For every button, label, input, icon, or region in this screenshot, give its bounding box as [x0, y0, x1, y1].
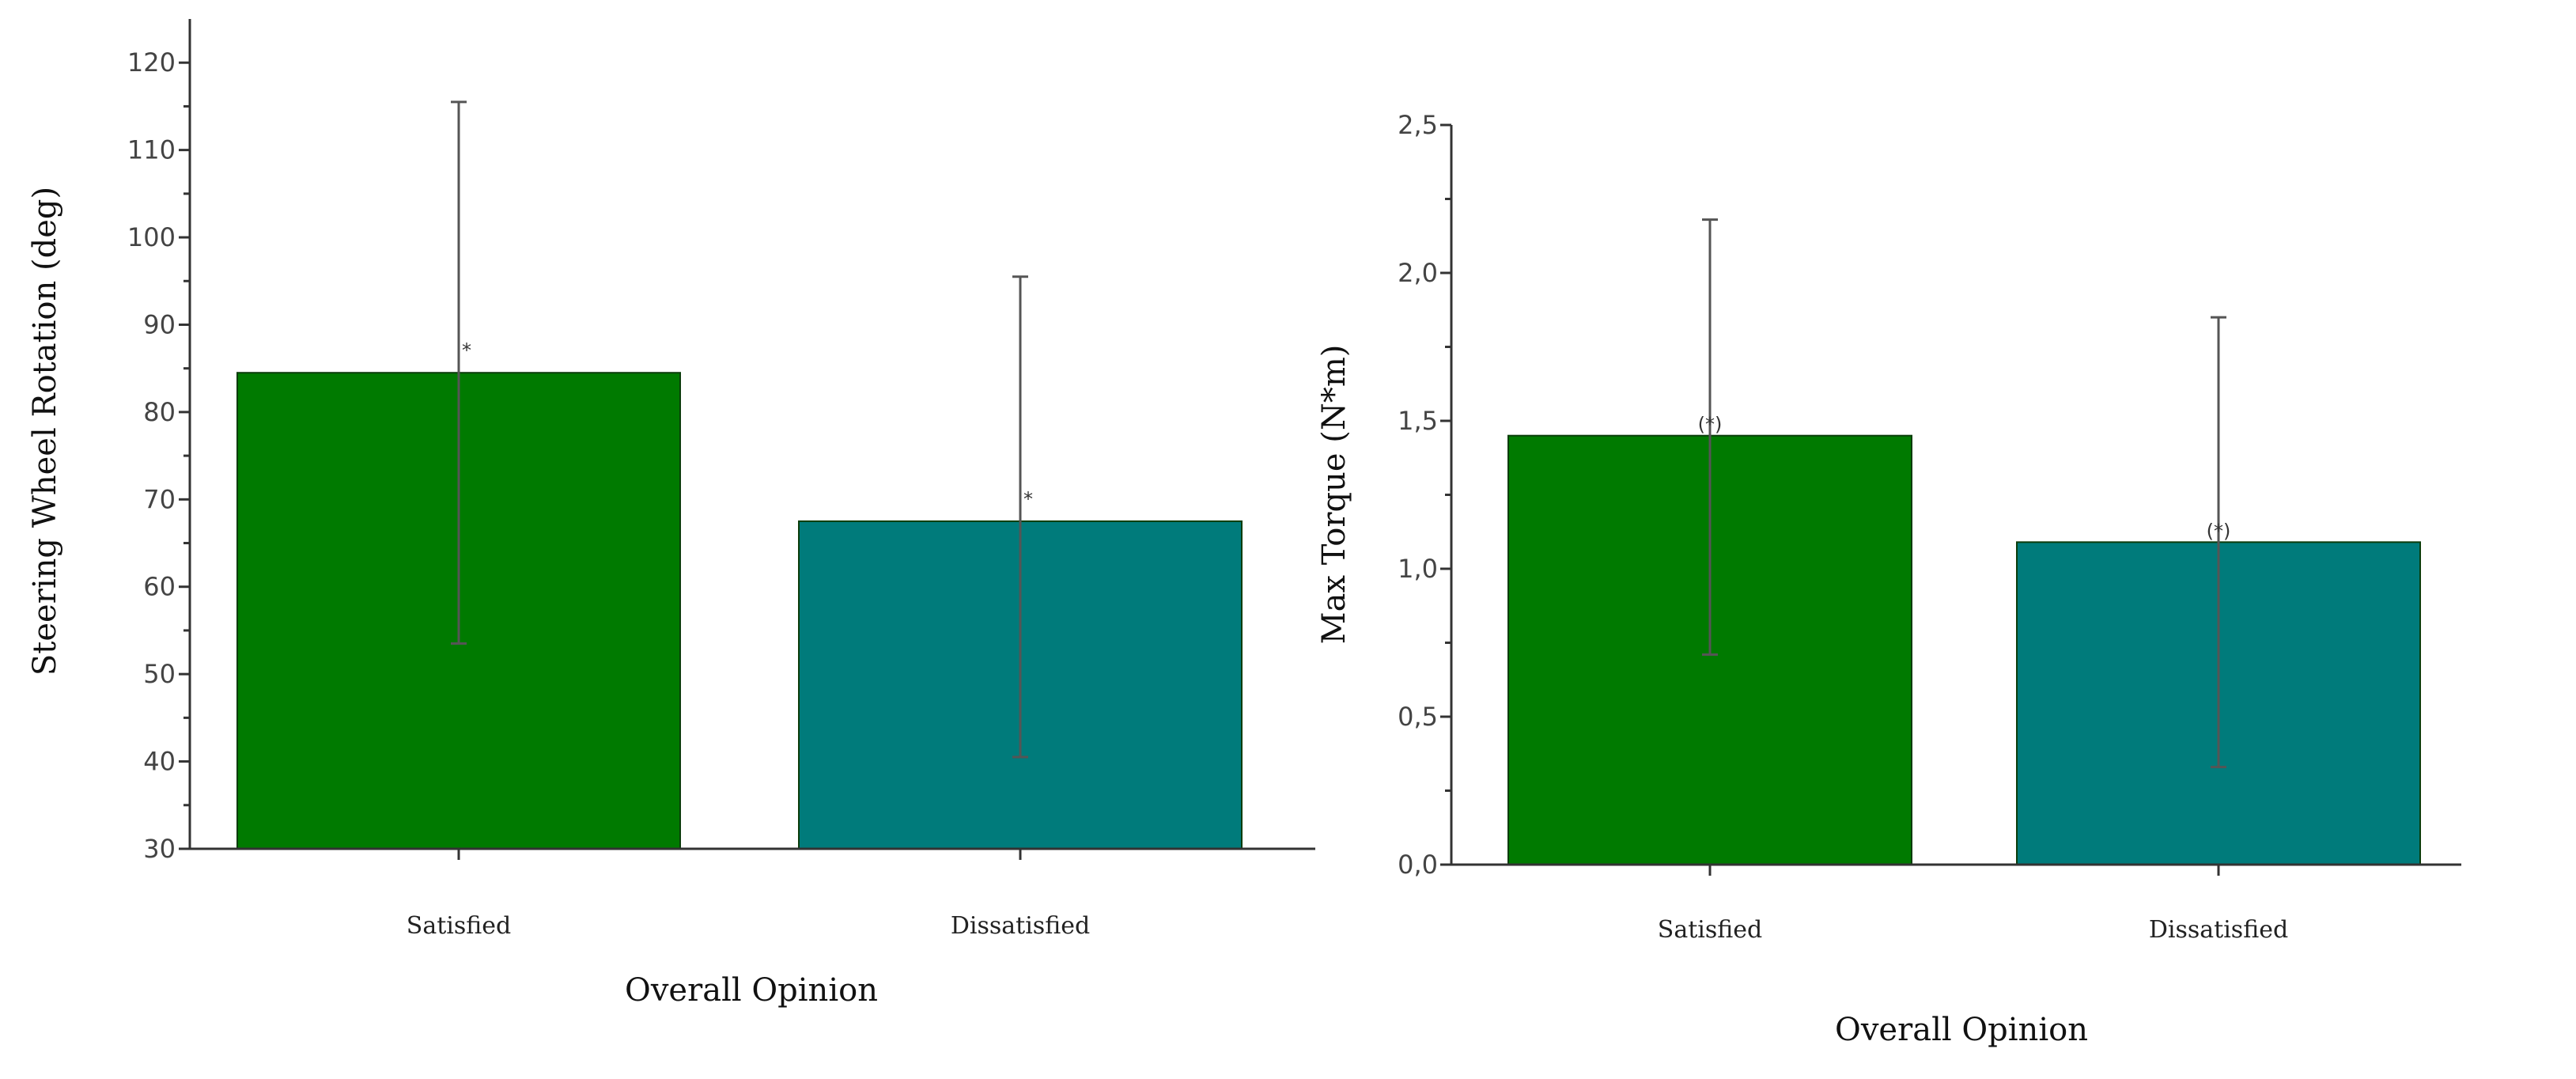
- x-axis-title: Overall Opinion: [1835, 1012, 2088, 1048]
- y-tick-label-30: 30: [143, 834, 176, 864]
- y-tick-labels-group: 0,0 0,5 1,0 1,5 2,0 2,5: [1398, 110, 1438, 880]
- y-tick-label-2-0: 2,0: [1398, 258, 1438, 288]
- y-ticks-group: [179, 61, 190, 850]
- x-ticks-group: [1708, 865, 2220, 876]
- y-ticks-group: [1440, 123, 1451, 866]
- y-tick-label-40: 40: [143, 747, 176, 777]
- x-tick-labels-group: Satisfied Dissatisfied: [1658, 916, 2288, 944]
- error-bars-group: [1702, 218, 2226, 769]
- y-tick-labels-group: 30 40 50 60 70 80 90 100 110 120: [127, 47, 176, 864]
- x-tick-label-satisfied: Satisfied: [407, 912, 511, 940]
- y-tick-label-0-0: 0,0: [1398, 850, 1438, 880]
- marker-labels-group: **: [462, 339, 1033, 510]
- x-tick-label-dissatisfied: Dissatisfied: [2149, 916, 2288, 944]
- marker-label-dissatisfied: *: [1023, 488, 1033, 510]
- y-tick-label-100: 100: [127, 222, 176, 252]
- marker-label-dissatisfied: (*): [2207, 520, 2231, 542]
- y-tick-label-120: 120: [127, 47, 176, 78]
- y-tick-label-1-0: 1,0: [1398, 554, 1438, 584]
- y-axis-title: Max Torque (N*m): [1316, 345, 1352, 645]
- max-torque-chart: (*) (*) 0,0 0,5 1,0 1,5 2,0 2,5 Satisfied Diss…: [1316, 110, 2461, 1048]
- y-axis-title: Steering Wheel Rotation (deg): [27, 187, 63, 676]
- bars-group: [236, 372, 1243, 850]
- marker-label-satisfied: (*): [1698, 414, 1723, 436]
- bars-group: [1507, 434, 2421, 866]
- y-tick-label-70: 70: [143, 484, 176, 514]
- y-tick-label-0-5: 0,5: [1398, 702, 1438, 732]
- x-tick-label-dissatisfied: Dissatisfied: [951, 912, 1090, 940]
- y-tick-label-90: 90: [143, 309, 176, 339]
- y-tick-label-110: 110: [127, 135, 176, 165]
- x-tick-labels-group: Satisfied Dissatisfied: [407, 912, 1090, 940]
- y-tick-label-80: 80: [143, 397, 176, 427]
- marker-label-satisfied: *: [462, 339, 471, 362]
- x-axis-title: Overall Opinion: [625, 972, 878, 1009]
- error-bars-group: [451, 100, 1028, 759]
- y-tick-label-2-5: 2,5: [1398, 110, 1438, 140]
- y-tick-label-50: 50: [143, 659, 176, 689]
- x-tick-label-satisfied: Satisfied: [1658, 916, 1762, 944]
- y-tick-label-60: 60: [143, 572, 176, 602]
- marker-labels-group: (*) (*): [1698, 414, 2231, 543]
- y-tick-label-1-5: 1,5: [1398, 406, 1438, 436]
- x-ticks-group: [457, 849, 1022, 860]
